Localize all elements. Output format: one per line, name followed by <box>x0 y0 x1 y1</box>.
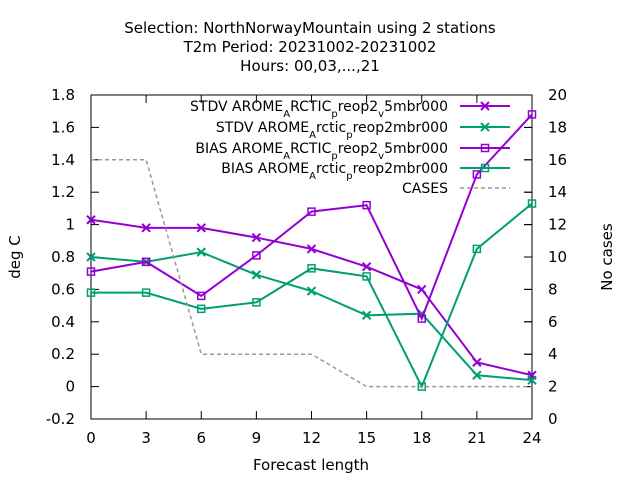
y2-tick-label: 6 <box>548 313 558 331</box>
data-point <box>252 298 261 307</box>
data-point <box>472 357 482 368</box>
series-2 <box>86 247 537 385</box>
data-point <box>307 264 316 273</box>
x-tick-label: 15 <box>357 429 376 447</box>
data-point <box>362 272 371 281</box>
y-tick-label: 0.4 <box>51 313 75 331</box>
x-tick-label: 9 <box>252 429 262 447</box>
data-point <box>141 223 151 233</box>
x-tick-label: 12 <box>302 429 321 447</box>
data-point <box>306 286 317 296</box>
series-3 <box>86 110 537 323</box>
legend-entry-1: STDV AROMEARCTICpreop2v5mbr000 <box>190 99 510 120</box>
y-tick-label: 1 <box>65 216 75 234</box>
legend-label: BIAS AROMEARCTICpreop2v5mbr000 <box>195 141 448 162</box>
y-tick-label: 0.8 <box>51 248 75 266</box>
series-5 <box>91 159 532 388</box>
y2-axis: 0 2 4 6 8 10 12 14 16 18 20 <box>524 86 567 428</box>
data-point <box>141 257 151 267</box>
y-tick-label: 0.2 <box>51 345 75 363</box>
data-point <box>197 291 206 301</box>
data-point <box>361 310 372 321</box>
legend-entry-5: CASES <box>402 181 510 197</box>
y2-tick-label: 16 <box>548 151 567 169</box>
series-line <box>91 159 532 388</box>
y-tick-label: -0.2 <box>46 410 75 428</box>
series-line <box>90 113 533 322</box>
y2-tick-label: 14 <box>548 183 567 201</box>
legend-entry-3: BIAS AROMEARCTICpreop2v5mbr000 <box>195 141 510 162</box>
chart-title: Selection: NorthNorwayMountain using 2 s… <box>124 19 496 75</box>
x-tick-label: 6 <box>196 429 206 447</box>
y2-axis-label: No cases <box>598 223 616 291</box>
legend-label: STDV AROMEARCTICpreop2v5mbr000 <box>190 99 448 120</box>
data-point <box>361 262 372 272</box>
data-point <box>472 170 482 179</box>
y2-tick-label: 0 <box>548 410 558 428</box>
y-axis: -0.2 0 0.2 0.4 0.6 0.8 1 1.2 1.4 1.6 1.8 <box>46 86 532 428</box>
legend-marker <box>480 143 490 153</box>
y-tick-label: 1.4 <box>51 151 75 169</box>
legend-marker <box>480 122 490 132</box>
legend-entry-4: BIAS AROMEArcticpreop2mbr000 <box>221 161 510 182</box>
y2-tick-label: 4 <box>548 345 558 363</box>
data-point <box>527 110 537 119</box>
data-point <box>86 215 96 225</box>
data-point <box>472 370 482 380</box>
legend-entry-2: STDV AROMEArcticpreop2mbr000 <box>216 120 510 141</box>
x-axis: 0 3 6 9 12 15 18 21 24 <box>86 95 542 447</box>
legend-label: STDV AROMEArcticpreop2mbr000 <box>216 120 448 141</box>
data-point <box>362 200 371 210</box>
data-point <box>306 244 317 254</box>
y-axis-label: deg C <box>6 235 24 279</box>
series-layer <box>86 110 537 391</box>
data-point <box>472 244 482 254</box>
y2-tick-label: 20 <box>548 86 567 104</box>
legend-marker <box>480 101 490 111</box>
y-tick-label: 0.6 <box>51 280 75 298</box>
data-point <box>197 304 206 314</box>
data-point <box>86 288 96 297</box>
title-line-1: Selection: NorthNorwayMountain using 2 s… <box>124 19 496 37</box>
data-point <box>141 288 151 297</box>
data-point <box>251 270 262 280</box>
legend-label: CASES <box>402 181 448 197</box>
y2-tick-label: 8 <box>548 280 558 298</box>
x-tick-label: 18 <box>412 429 431 447</box>
data-point <box>417 314 426 323</box>
data-point <box>527 375 537 385</box>
y-tick-label: 1.2 <box>51 183 75 201</box>
y-tick-label: 0 <box>65 378 75 396</box>
y2-tick-label: 18 <box>548 118 567 136</box>
series-line <box>90 218 533 377</box>
data-point <box>252 251 261 260</box>
y2-tick-label: 2 <box>548 378 558 396</box>
data-point <box>417 284 427 295</box>
data-point <box>86 267 96 276</box>
title-line-2: T2m Period: 20231002-20231002 <box>183 38 437 56</box>
x-axis-label: Forecast length <box>253 456 369 474</box>
data-point <box>196 223 206 233</box>
x-tick-label: 3 <box>141 429 151 447</box>
x-tick-label: 0 <box>86 429 96 447</box>
data-point <box>307 207 316 216</box>
legend-label: BIAS AROMEArcticpreop2mbr000 <box>221 161 448 182</box>
data-point <box>196 247 206 257</box>
y-tick-label: 1.6 <box>51 118 75 136</box>
y2-tick-label: 12 <box>548 216 567 234</box>
x-tick-label: 24 <box>522 429 541 447</box>
series-line <box>91 202 533 390</box>
data-point <box>86 252 96 262</box>
y-tick-label: 1.8 <box>51 86 75 104</box>
title-line-3: Hours: 00,03,...,21 <box>240 57 380 75</box>
legend-marker <box>480 163 490 173</box>
data-point <box>251 232 262 243</box>
y2-tick-label: 10 <box>548 248 567 266</box>
x-tick-label: 21 <box>467 429 486 447</box>
data-point <box>527 199 537 208</box>
